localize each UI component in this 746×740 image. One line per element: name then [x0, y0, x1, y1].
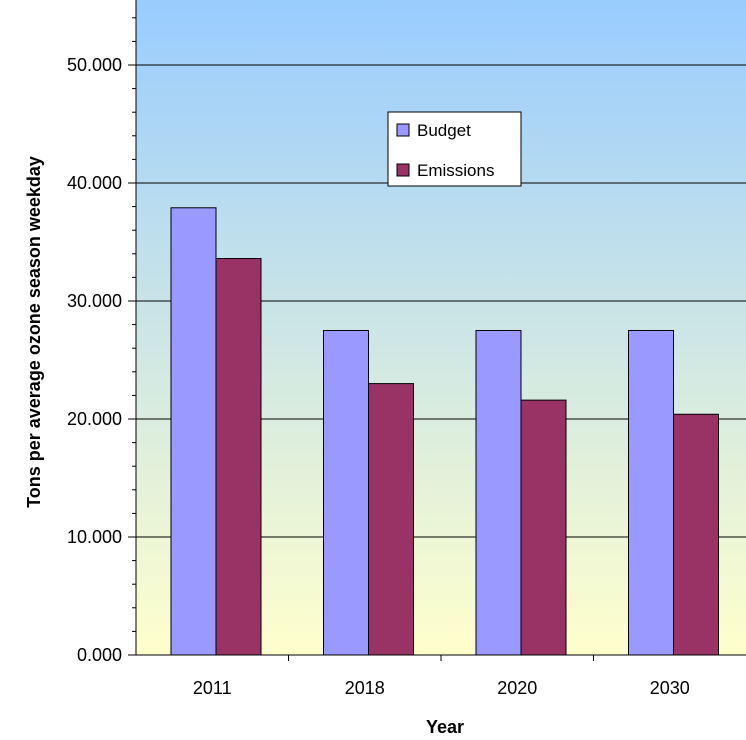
legend-label-emissions: Emissions	[417, 161, 494, 180]
legend-label-budget: Budget	[417, 121, 471, 140]
y-tick-label: 0.000	[77, 645, 122, 665]
bar-emissions-2011	[215, 258, 262, 656]
bar-emissions-2020	[520, 399, 567, 656]
legend: Budget Emissions	[387, 111, 522, 187]
bar-emissions-2030	[673, 413, 719, 656]
x-tick-label: 2018	[345, 678, 385, 698]
bar-emissions-2018	[368, 383, 414, 656]
y-tick-label: 10.000	[67, 527, 122, 547]
x-axis-title: Year	[426, 717, 464, 737]
bar-budget-2020	[475, 330, 522, 656]
y-tick-label: 50.000	[67, 55, 122, 75]
y-axis-title: Tons per average ozone season weekday	[24, 156, 44, 508]
y-tick-label: 30.000	[67, 291, 122, 311]
tick-labels: 0.000 10.000 20.000 30.000 40.000 50.000 2011 2…	[67, 55, 690, 698]
legend-box	[387, 111, 522, 187]
x-tick-label: 2020	[497, 678, 537, 698]
bar-budget-2011	[170, 207, 217, 656]
legend-swatch-budget	[396, 123, 410, 137]
bars	[170, 207, 719, 656]
y-tick-label: 20.000	[67, 409, 122, 429]
axes	[128, 0, 746, 661]
x-tick-label: 2030	[650, 678, 690, 698]
bar-budget-2030	[628, 330, 674, 656]
legend-swatch-emissions	[396, 163, 410, 177]
y-tick-label: 40.000	[67, 173, 122, 193]
bar-budget-2018	[323, 330, 369, 656]
x-tick-label: 2011	[193, 678, 232, 698]
